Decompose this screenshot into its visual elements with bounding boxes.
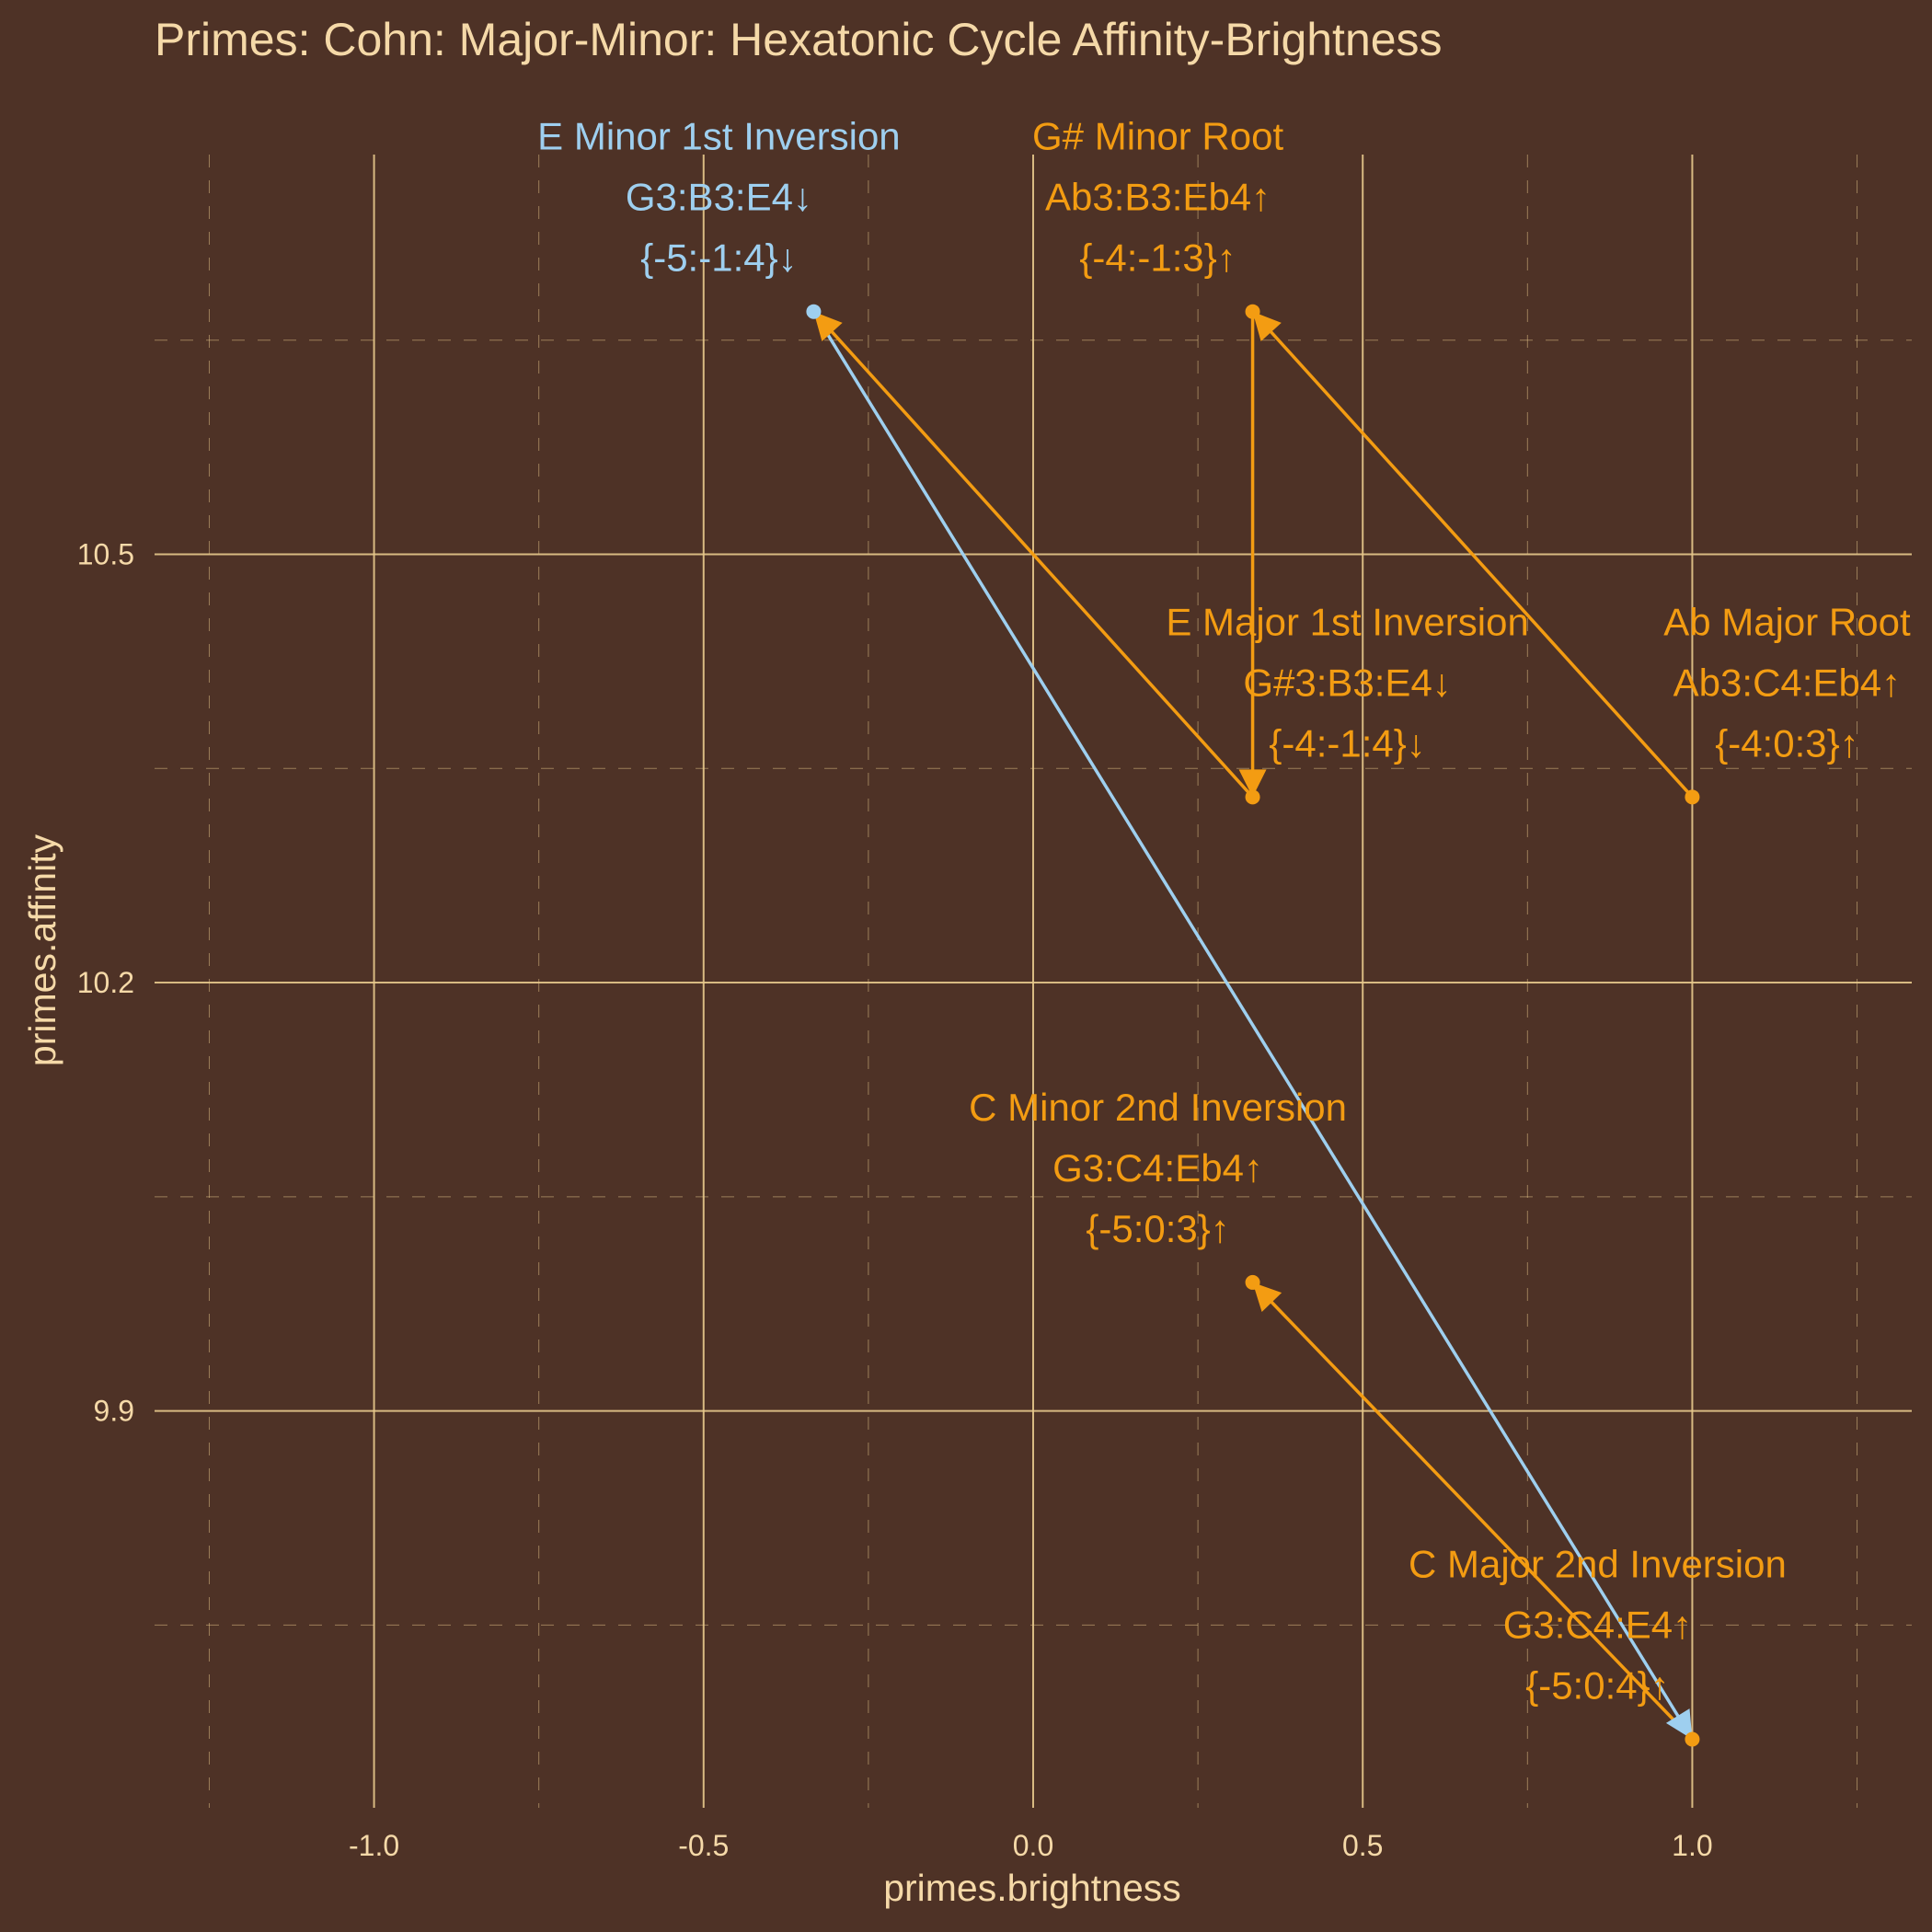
arrow-series [811,310,1694,1741]
arrow-head [813,311,843,342]
arrow-shaft [812,310,1254,799]
label-c-minor-2nd-line-3: {-5:0:3}↑ [1086,1207,1229,1250]
label-e-minor-1st-line-2: G3:B3:E4↓ [626,176,812,219]
arrow-shaft [1251,1281,1694,1741]
point-c-major-2nd [1685,1731,1700,1747]
x-tick-label: -0.5 [678,1829,729,1862]
x-tick-labels: -1.0 -0.5 0.0 0.5 1.0 [349,1829,1713,1862]
arrow-e-minor-to-c-major [811,310,1694,1741]
y-tick-label: 9.9 [94,1395,134,1428]
label-g-sharp-minor-root-line-2: Ab3:B3:Eb4↑ [1045,176,1271,219]
point-series [806,304,1700,1747]
label-c-major-2nd-line-2: G3:C4:E4↑ [1503,1604,1692,1647]
point-labels: C Minor 2nd Inversion G3:C4:Eb4↑ {-5:0:3}↑… [537,115,1911,1708]
label-c-minor-2nd-line-1: C Minor 2nd Inversion [969,1086,1347,1129]
label-e-major-1st-line-3: {-4:-1:4}↓ [1269,721,1425,765]
arrow-ab-major-to-g-sharp-minor [1251,310,1694,799]
label-ab-major-root-line-3: {-4:0:3}↑ [1715,721,1858,765]
x-tick-label: -1.0 [349,1829,399,1862]
grid-lines [155,155,1912,1808]
arrow-head [1238,769,1267,798]
arrow-c-major-to-c-minor [1251,1281,1694,1741]
x-axis-title: primes.brightness [883,1867,1181,1909]
arrow-e-major-to-e-minor [812,310,1254,799]
label-ab-major-root-line-2: Ab3:C4:Eb4↑ [1673,661,1902,704]
point-e-major-1st [1245,789,1260,805]
label-ab-major-root-line-1: Ab Major Root [1663,600,1911,643]
arrow-head [1665,1708,1693,1740]
label-c-major-2nd-line-1: C Major 2nd Inversion [1409,1543,1787,1586]
y-axis-title: primes.affinity [21,834,63,1066]
arrow-g-sharp-minor-to-e-major [1238,311,1267,798]
arrow-shaft [811,310,1694,1741]
chart-title: Primes: Cohn: Major-Minor: Hexatonic Cyc… [155,14,1443,65]
point-e-minor-1st [806,304,822,319]
arrow-head [1252,311,1282,342]
x-tick-label: 0.0 [1013,1829,1053,1862]
point-ab-major-root [1685,789,1700,805]
x-tick-label: 1.0 [1672,1829,1712,1862]
label-e-minor-1st-line-3: {-5:-1:4}↓ [640,236,797,280]
point-c-minor-2nd [1245,1274,1260,1290]
label-e-minor-1st-line-1: E Minor 1st Inversion [537,115,901,158]
y-tick-label: 10.5 [77,538,134,571]
x-tick-label: 0.5 [1342,1829,1383,1862]
label-g-sharp-minor-root-line-3: {-4:-1:3}↑ [1079,236,1236,280]
y-tick-labels: 9.9 10.2 10.5 [77,538,134,1428]
point-g-sharp-minor-root [1245,304,1260,319]
y-tick-label: 10.2 [77,966,134,999]
label-g-sharp-minor-root-line-1: G# Minor Root [1032,115,1283,158]
label-e-major-1st-line-2: G#3:B3:E4↓ [1243,661,1451,704]
arrow-shaft [1251,310,1694,799]
label-e-major-1st-line-1: E Major 1st Inversion [1166,600,1529,643]
label-c-major-2nd-line-3: {-5:0:4}↑ [1525,1664,1669,1708]
arrow-head [1252,1282,1282,1312]
label-c-minor-2nd-line-2: G3:C4:Eb4↑ [1052,1146,1263,1190]
